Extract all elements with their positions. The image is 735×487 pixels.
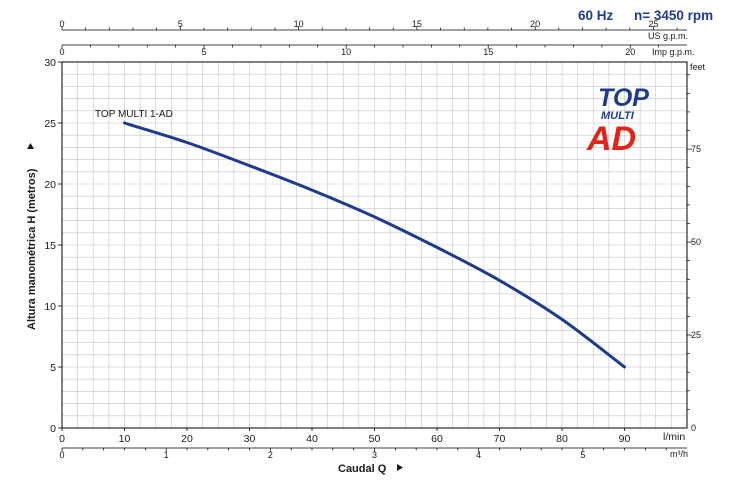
x-axis-title-text: Caudal Q — [338, 463, 387, 475]
imp-gpm-tick-label: 20 — [625, 47, 635, 57]
left-tick-label: 25 — [44, 118, 56, 130]
series-line-top-multi-1-ad — [123, 121, 626, 369]
left-tick-label: 20 — [44, 179, 56, 191]
m3h-tick-label: 0 — [59, 450, 64, 460]
right-axis: 0 25 50 75 — [687, 74, 701, 433]
m3h-tick-label: 5 — [580, 450, 585, 460]
us-gpm-tick-label: 5 — [178, 19, 183, 29]
right-tick-label: 25 — [691, 330, 701, 340]
y-axis-title-text: Altura manométrica H (metros) — [26, 168, 38, 330]
left-tick-label: 0 — [50, 423, 56, 435]
lmin-unit-label: l/min — [663, 431, 685, 443]
top-axis-imp: 0 5 10 15 20 Imp g.p.m. — [59, 44, 695, 57]
left-tick-label: 30 — [44, 57, 56, 69]
bottom-tick-label: 60 — [431, 433, 443, 445]
us-gpm-tick-label: 10 — [294, 19, 304, 29]
bottom-tick-label: 50 — [369, 433, 381, 445]
triangle-up-icon — [27, 143, 34, 149]
bottom-tick-label: 10 — [119, 433, 131, 445]
feet-unit-label: feet — [690, 62, 706, 72]
grid — [62, 62, 687, 428]
us-gpm-tick-label: 25 — [648, 19, 658, 29]
us-gpm-unit-label: US g.p.m. — [648, 31, 688, 41]
bottom-tick-label: 40 — [306, 433, 318, 445]
left-tick-label: 5 — [50, 362, 56, 374]
logo-ad-text: AD — [586, 120, 636, 158]
triangle-right-icon — [397, 464, 403, 471]
imp-gpm-tick-label: 15 — [483, 47, 493, 57]
logo-multi-text: MULTI — [601, 110, 635, 122]
imp-gpm-tick-label: 0 — [59, 47, 64, 57]
imp-gpm-tick-label: 10 — [341, 47, 351, 57]
logo-top-text: TOP — [598, 84, 649, 112]
bottom-tick-label: 80 — [556, 433, 568, 445]
series-label: TOP MULTI 1-AD — [95, 109, 173, 120]
left-tick-label: 10 — [44, 301, 56, 313]
m3h-tick-label: 1 — [164, 450, 169, 460]
us-gpm-tick-label: 15 — [412, 19, 422, 29]
us-gpm-tick-label: 0 — [59, 19, 64, 29]
bottom-tick-label: 20 — [181, 433, 193, 445]
bottom-axis-m3h: 0 1 2 3 4 5 m³/h — [59, 447, 688, 460]
imp-gpm-unit-label: Imp g.p.m. — [652, 47, 695, 57]
bottom-tick-label: 70 — [494, 433, 506, 445]
x-axis-title: Caudal Q — [338, 463, 403, 475]
bottom-tick-label: 0 — [59, 433, 65, 445]
top-axis-us: 0 5 10 15 20 25 US g.p.m. — [59, 19, 688, 41]
left-axis: 0 5 10 15 20 25 30 — [44, 57, 62, 435]
y-axis-title: Altura manométrica H (metros) — [26, 143, 38, 330]
bottom-tick-label: 90 — [619, 433, 631, 445]
right-tick-label: 50 — [691, 237, 701, 247]
right-tick-label: 75 — [691, 144, 701, 154]
frequency-label: 60 Hz — [578, 8, 614, 23]
us-gpm-tick-label: 20 — [530, 19, 540, 29]
m3h-tick-label: 4 — [476, 450, 481, 460]
bottom-axis-lmin: 0 10 20 30 40 50 60 70 80 90 — [59, 428, 630, 445]
m3h-tick-label: 3 — [372, 450, 377, 460]
imp-gpm-tick-label: 5 — [202, 47, 207, 57]
rpm-label: n= 3450 rpm — [634, 8, 713, 23]
right-tick-label: 0 — [691, 423, 696, 433]
left-tick-label: 15 — [44, 240, 56, 252]
m3h-tick-label: 2 — [268, 450, 273, 460]
bottom-tick-label: 30 — [244, 433, 256, 445]
top-multi-ad-logo: TOP MULTI AD — [586, 84, 649, 158]
m3h-unit-label: m³/h — [670, 449, 688, 459]
